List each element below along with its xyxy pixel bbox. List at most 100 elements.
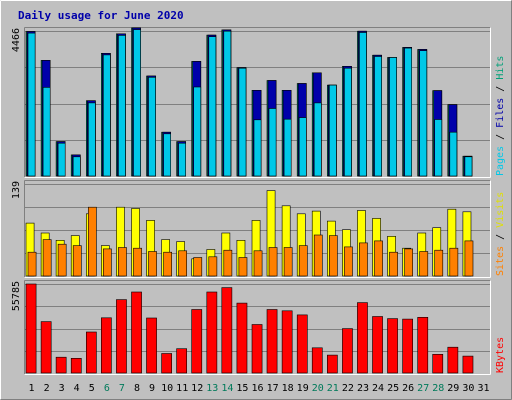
bar-kbytes-kbytes-17 xyxy=(266,309,278,374)
bar-visits-sites-25 xyxy=(389,251,398,277)
bar-visits-sites-15 xyxy=(238,257,248,277)
bar-kbytes-kbytes-20 xyxy=(311,347,323,374)
bar-hits-pages-27 xyxy=(419,50,428,177)
bar-hits-pages-19 xyxy=(298,117,307,177)
bar-kbytes-kbytes-1 xyxy=(25,283,37,374)
bar-kbytes-kbytes-7 xyxy=(116,299,127,374)
bar-kbytes-kbytes-14 xyxy=(221,287,233,374)
bar-kbytes-kbytes-2 xyxy=(40,321,52,374)
x-tick-label: 20 xyxy=(312,383,324,394)
panel-kbytes: 55785 KBytes xyxy=(11,280,506,375)
legend-entry: Files xyxy=(495,98,506,128)
bar-hits-pages-11 xyxy=(178,142,187,177)
bar-kbytes-kbytes-24 xyxy=(372,316,383,374)
bar-hits-pages-29 xyxy=(449,131,458,177)
bar-visits-sites-19 xyxy=(298,245,308,277)
x-tick-label: 21 xyxy=(327,383,339,394)
x-axis-ticks: 1 2 3 4 5 6 7 8 9 10 11 12 13 14 15 16 17 18 19 20 21 22 23 24 2… xyxy=(28,383,489,394)
x-tick-label: 8 xyxy=(134,383,140,394)
chart-title: Daily usage for June 2020 xyxy=(18,9,184,22)
legend-entry: Visits xyxy=(495,192,506,228)
x-tick-label: 4 xyxy=(74,383,80,394)
bar-visits-sites-14 xyxy=(223,249,233,277)
chart-panels: 4466 Pages / Files / Hits 139 Sites / Visit… xyxy=(11,27,506,375)
x-tick-label: 14 xyxy=(221,383,233,394)
legend-entry: Pages xyxy=(495,146,506,176)
bar-kbytes-kbytes-26 xyxy=(402,318,414,374)
bar-hits-pages-1 xyxy=(27,32,36,177)
bar-visits-sites-3 xyxy=(57,243,67,277)
x-tick-label: 6 xyxy=(104,383,110,394)
x-tick-label: 1 xyxy=(28,383,34,394)
bar-visits-sites-28 xyxy=(434,249,444,277)
bar-kbytes-kbytes-4 xyxy=(70,357,82,374)
x-tick-label: 28 xyxy=(432,383,444,394)
bar-hits-pages-14 xyxy=(223,30,232,177)
x-tick-label: 17 xyxy=(267,383,279,394)
bar-visits-sites-21 xyxy=(328,235,338,277)
bar-kbytes-kbytes-22 xyxy=(342,328,353,374)
bar-kbytes-kbytes-6 xyxy=(101,317,112,374)
bar-hits-pages-16 xyxy=(253,119,262,177)
legend-entry: KBytes xyxy=(495,337,506,373)
bar-visits-sites-18 xyxy=(283,247,293,277)
bar-hits-pages-2 xyxy=(42,87,51,177)
bar-kbytes-kbytes-25 xyxy=(387,318,398,374)
bar-hits-pages-5 xyxy=(88,102,96,177)
bar-hits-pages-22 xyxy=(344,67,352,177)
panel-visits: 139 Sites / Visits xyxy=(11,180,506,278)
bar-kbytes-kbytes-18 xyxy=(281,310,293,374)
x-tick-label: 3 xyxy=(59,383,65,394)
bar-visits-sites-1 xyxy=(27,251,37,277)
legend-entry: Hits xyxy=(495,56,506,80)
legend-hits: Pages / Files / Hits xyxy=(495,56,506,176)
bar-visits-sites-12 xyxy=(193,257,203,277)
bar-kbytes-kbytes-15 xyxy=(236,302,248,374)
x-tick-label: 11 xyxy=(176,383,188,394)
bar-visits-sites-23 xyxy=(359,242,368,277)
x-tick-label: 23 xyxy=(357,383,369,394)
bar-hits-pages-23 xyxy=(359,32,367,177)
bar-visits-sites-7 xyxy=(118,247,127,277)
bar-kbytes-kbytes-3 xyxy=(55,356,67,374)
x-tick-label: 18 xyxy=(282,383,294,394)
bar-hits-pages-12 xyxy=(193,86,202,177)
y-max-label-hits: 4466 xyxy=(11,28,22,52)
bar-kbytes-kbytes-27 xyxy=(417,316,429,374)
bar-hits-pages-24 xyxy=(374,56,382,177)
panel-hits: 4466 Pages / Files / Hits xyxy=(11,27,506,178)
bar-kbytes-kbytes-12 xyxy=(191,309,203,374)
x-tick-label: 31 xyxy=(477,383,489,394)
bar-visits-sites-6 xyxy=(103,248,112,277)
legend-entry: / xyxy=(495,80,506,98)
bar-visits-sites-17 xyxy=(268,247,278,277)
bar-kbytes-kbytes-23 xyxy=(357,302,368,374)
x-tick-label: 27 xyxy=(417,383,429,394)
bar-visits-sites-5 xyxy=(88,206,97,277)
bar-hits-pages-7 xyxy=(118,35,126,177)
x-tick-label: 16 xyxy=(251,383,263,394)
bar-hits-pages-21 xyxy=(328,84,337,177)
legend-entry: Sites xyxy=(495,246,506,276)
x-tick-label: 22 xyxy=(342,383,354,394)
bar-hits-pages-13 xyxy=(208,36,217,177)
bar-visits-sites-10 xyxy=(163,251,173,277)
bar-hits-pages-15 xyxy=(238,67,247,177)
bar-visits-sites-4 xyxy=(72,245,82,277)
y-max-label-kbytes: 55785 xyxy=(11,281,22,311)
x-tick-label: 25 xyxy=(387,383,399,394)
x-tick-label: 10 xyxy=(161,383,173,394)
x-tick-label: 12 xyxy=(191,383,203,394)
x-tick-label: 13 xyxy=(206,383,218,394)
bar-visits-sites-9 xyxy=(148,251,157,277)
bar-hits-pages-8 xyxy=(133,29,141,177)
bar-kbytes-kbytes-9 xyxy=(146,317,157,374)
y-max-label-visits: 139 xyxy=(11,181,22,199)
bar-hits-pages-20 xyxy=(313,102,322,177)
bar-hits-pages-26 xyxy=(404,47,413,177)
bar-kbytes-kbytes-8 xyxy=(131,291,142,374)
bar-kbytes-kbytes-5 xyxy=(86,331,97,374)
bar-hits-pages-3 xyxy=(57,142,66,177)
bar-kbytes-kbytes-13 xyxy=(206,291,218,374)
